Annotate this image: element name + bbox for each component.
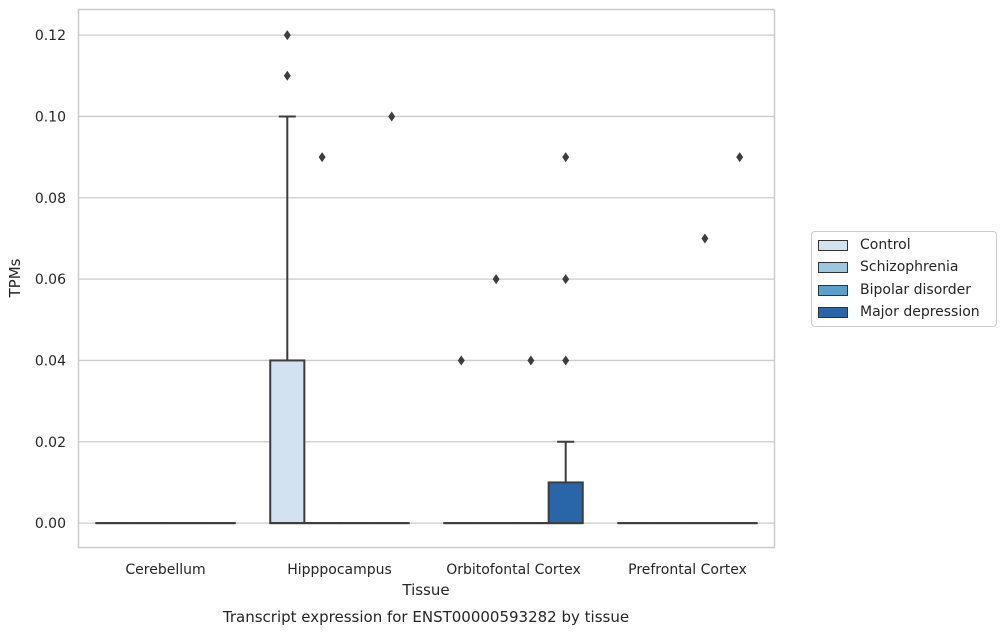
- outlier-point: [492, 274, 500, 285]
- box-hipppocampus-control: [269, 115, 306, 525]
- x-tick-label-orbitofontal-cortex: Orbitofontal Cortex: [446, 562, 581, 578]
- boxes: [95, 115, 758, 525]
- outlier-point: [736, 152, 744, 163]
- legend-label-bipolar-disorder: Bipolar disorder: [860, 282, 972, 298]
- outlier-point: [318, 152, 326, 163]
- chart-title: Transcript expression for ENST0000059328…: [222, 608, 629, 626]
- plot-area-frame: [77, 8, 776, 549]
- outlier-point: [562, 355, 570, 366]
- outlier-point: [562, 274, 570, 285]
- legend-swatch-control: [818, 239, 848, 251]
- x-tick-label-hipppocampus: Hipppocampus: [287, 562, 392, 578]
- outlier-point: [701, 233, 709, 244]
- outlier-point: [388, 111, 396, 122]
- legend-swatch-major-depression: [818, 306, 848, 318]
- legend: Control Schizophrenia Bipolar disorder M…: [811, 231, 997, 327]
- legend-item-control: Control: [818, 235, 911, 255]
- legend-label-schizophrenia: Schizophrenia: [860, 259, 959, 275]
- legend-label-control: Control: [860, 237, 911, 253]
- outlier-point: [457, 355, 465, 366]
- x-tick-label-prefrontal-cortex: Prefrontal Cortex: [628, 562, 747, 578]
- legend-item-bipolar-disorder: Bipolar disorder: [818, 280, 971, 300]
- legend-item-schizophrenia: Schizophrenia: [818, 257, 958, 277]
- gridlines: [78, 34, 775, 524]
- y-tick-label: 0.00: [35, 516, 66, 532]
- box-orbitofontal-cortex-major-depression: [547, 440, 584, 525]
- y-tick-label: 0.06: [35, 272, 66, 288]
- outlier-point: [562, 152, 570, 163]
- x-tick-label-cerebellum: Cerebellum: [125, 562, 205, 578]
- y-axis-ticks: 0.00 0.02 0.04 0.06 0.08 0.10 0.12: [35, 28, 66, 532]
- x-axis-label: Tissue: [401, 581, 449, 599]
- outlier-point: [527, 355, 535, 366]
- y-tick-label: 0.10: [35, 109, 66, 125]
- y-tick-label: 0.02: [35, 435, 66, 451]
- outliers: [283, 30, 744, 366]
- legend-swatch-bipolar-disorder: [818, 284, 848, 296]
- legend-label-major-depression: Major depression: [860, 304, 980, 320]
- y-tick-label: 0.04: [35, 353, 66, 369]
- box-body: [269, 359, 306, 525]
- outlier-point: [283, 30, 291, 41]
- y-tick-label: 0.12: [35, 28, 66, 44]
- legend-item-major-depression: Major depression: [818, 302, 980, 322]
- x-axis-ticks: Cerebellum Hipppocampus Orbitofontal Corte…: [125, 562, 746, 578]
- legend-swatch-schizophrenia: [818, 261, 848, 273]
- y-axis-label: TPMs: [6, 258, 24, 298]
- y-tick-label: 0.08: [35, 191, 66, 207]
- box-body: [547, 481, 584, 525]
- outlier-point: [283, 70, 291, 81]
